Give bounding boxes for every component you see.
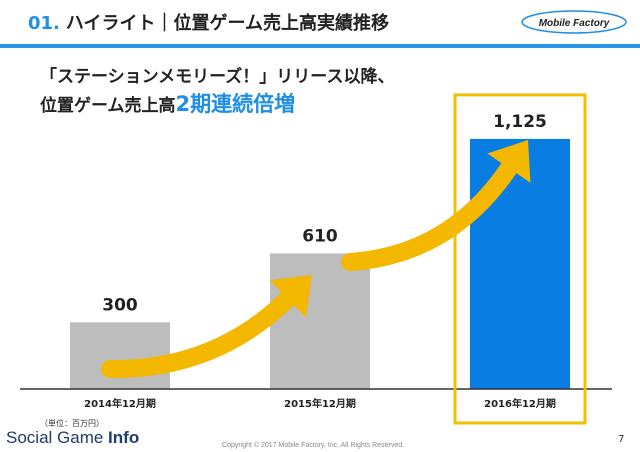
value-label-0: 300	[102, 295, 138, 315]
unit-note: （単位：百万円）	[40, 419, 104, 428]
value-label-2: 1,125	[493, 112, 547, 132]
lead-line-2: 位置ゲーム売上高2期連続倍増	[40, 88, 295, 118]
slide-header: 01. ハイライト｜位置ゲーム売上高実績推移 Mobile Factory	[0, 0, 640, 44]
lead-highlight: 2期連続倍増	[175, 92, 296, 116]
lead-prefix: 位置ゲーム売上高	[40, 96, 176, 116]
highlight-frame	[453, 93, 587, 425]
growth-arrow-2-shaft	[341, 159, 518, 271]
growth-arrow-2-head	[487, 140, 531, 183]
title-text: ハイライト｜位置ゲーム売上高実績推移	[65, 13, 389, 34]
mobile-factory-logo: Mobile Factory	[521, 10, 627, 34]
svg-text:Mobile Factory: Mobile Factory	[539, 18, 610, 29]
category-label-0: 2014年12月期	[84, 397, 156, 410]
bar-1	[270, 253, 370, 389]
category-label-2: 2016年12月期	[484, 397, 556, 410]
lead-line-1: 「ステーションメモリーズ！」リリース以降、	[40, 67, 395, 87]
bar-0	[70, 322, 170, 389]
social-game-info-logo: Social Game Info	[6, 428, 139, 448]
category-label-1: 2015年12月期	[284, 397, 356, 410]
brand-bold: Info	[108, 428, 140, 447]
brand-regular: Social Game	[6, 428, 109, 447]
growth-arrow-1-head	[269, 275, 312, 318]
section-number: 01.	[28, 13, 60, 34]
copyright: Copyright © 2017 Mobile Factory, Inc. Al…	[222, 442, 405, 449]
slide-title: 01. ハイライト｜位置ゲーム売上高実績推移	[28, 9, 389, 35]
header-divider	[0, 44, 640, 48]
growth-arrow-1-shaft	[101, 289, 297, 379]
bar-2	[470, 138, 570, 389]
page-number: 7	[618, 434, 625, 445]
value-label-1: 610	[302, 226, 338, 246]
